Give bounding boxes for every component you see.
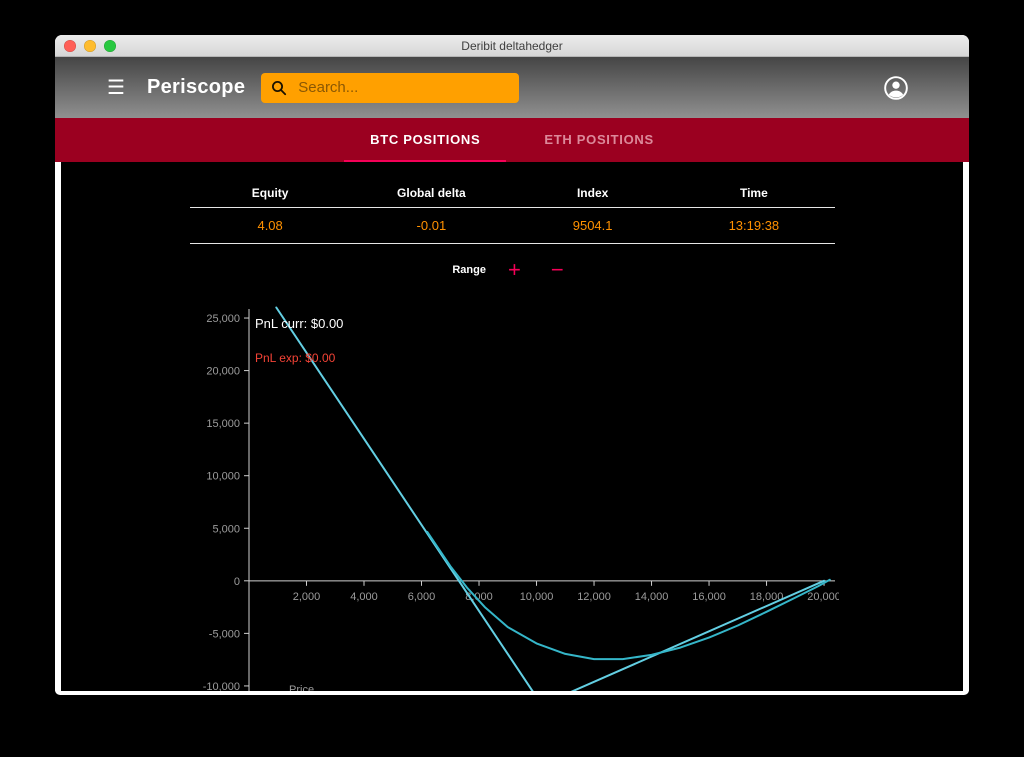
stat-value-global-delta: -0.01 — [416, 218, 447, 233]
range-label: Range — [452, 264, 486, 276]
titlebar: Deribit deltahedger — [55, 35, 969, 57]
svg-text:20,000: 20,000 — [206, 366, 240, 378]
app-title: Periscope — [146, 76, 246, 98]
svg-text:15,000: 15,000 — [206, 418, 240, 430]
tab-bar: BTC POSITIONS ETH POSITIONS — [55, 118, 969, 162]
app-window: Deribit deltahedger ☰ Periscope BTC POSI… — [55, 35, 969, 695]
content-area: Equity Global delta Index Time 4.08 -0.0… — [55, 162, 969, 691]
svg-text:-5,000: -5,000 — [209, 628, 240, 640]
stat-header-global-delta: Global delta — [397, 186, 466, 200]
zoom-window-button[interactable] — [104, 39, 116, 52]
tab-eth-positions[interactable]: ETH POSITIONS — [544, 131, 654, 147]
range-increase-button[interactable]: + — [500, 259, 529, 281]
svg-text:4,000: 4,000 — [350, 591, 378, 603]
svg-text:-10,000: -10,000 — [203, 681, 240, 691]
svg-text:20,000: 20,000 — [807, 591, 839, 603]
svg-text:5,000: 5,000 — [212, 523, 240, 535]
svg-text:Price: Price — [289, 684, 314, 691]
svg-text:10,000: 10,000 — [206, 471, 240, 483]
stat-value-equity: 4.08 — [257, 218, 283, 233]
svg-text:16,000: 16,000 — [692, 591, 726, 603]
stats-values-row: 4.08 -0.01 9504.1 13:19:38 — [189, 208, 835, 244]
stat-value-time: 13:19:38 — [728, 218, 780, 233]
close-window-button[interactable] — [64, 39, 76, 52]
window-title: Deribit deltahedger — [461, 38, 563, 53]
svg-text:10,000: 10,000 — [520, 591, 554, 603]
pnl-exp-label: PnL exp: $0.00 — [255, 351, 336, 365]
search-bar[interactable] — [261, 72, 520, 103]
svg-text:0: 0 — [234, 576, 240, 588]
chart-canvas: 2,000 4,000 6,000 8,000 10,000 12,000 14,000 16… — [203, 306, 839, 691]
tab-btc-positions[interactable]: BTC POSITIONS — [344, 118, 507, 162]
stat-header-index: Index — [576, 186, 609, 200]
svg-text:25,000: 25,000 — [206, 313, 240, 325]
svg-text:14,000: 14,000 — [635, 591, 669, 603]
minimize-window-button[interactable] — [84, 39, 96, 52]
range-decrease-button[interactable]: − — [543, 259, 572, 281]
svg-text:2,000: 2,000 — [293, 591, 321, 603]
stat-value-index: 9504.1 — [572, 218, 613, 233]
svg-text:12,000: 12,000 — [577, 591, 611, 603]
range-controls: Range + − — [61, 255, 963, 285]
pnl-curr-label: PnL curr: $0.00 — [255, 316, 344, 331]
svg-text:6,000: 6,000 — [408, 591, 436, 603]
svg-text:18,000: 18,000 — [750, 591, 784, 603]
positions-panel: Equity Global delta Index Time 4.08 -0.0… — [61, 162, 963, 691]
stats-header-row: Equity Global delta Index Time — [189, 186, 835, 208]
account-icon[interactable] — [883, 75, 909, 101]
traffic-lights — [64, 39, 116, 52]
menu-icon[interactable]: ☰ — [107, 76, 125, 99]
pnl-chart: 2,000 4,000 6,000 8,000 10,000 12,000 14,000 16… — [189, 303, 839, 691]
search-icon — [272, 80, 287, 95]
stat-header-equity: Equity — [251, 186, 289, 200]
search-input[interactable] — [296, 78, 510, 97]
stats-table: Equity Global delta Index Time 4.08 -0.0… — [189, 186, 835, 244]
stat-header-time: Time — [739, 186, 768, 200]
app-toolbar: ☰ Periscope — [55, 57, 969, 118]
